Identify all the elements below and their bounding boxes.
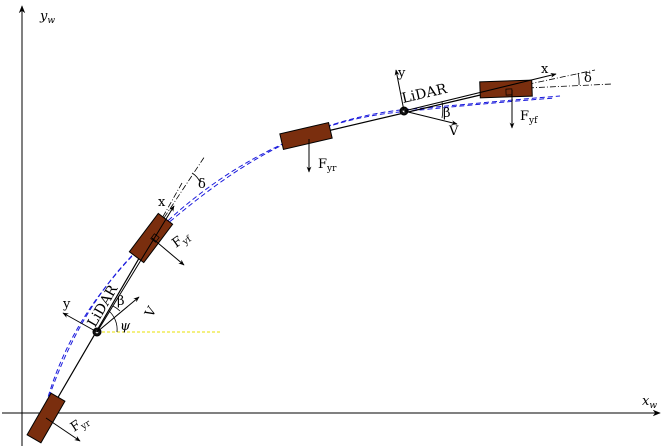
x-world-label: xw bbox=[642, 394, 657, 411]
left-psi-arc bbox=[108, 310, 118, 333]
right-steering-line bbox=[505, 83, 613, 90]
left-heading-extension bbox=[151, 182, 183, 237]
right-delta-label: δ bbox=[584, 71, 592, 86]
right-delta-arc bbox=[577, 72, 580, 86]
left-local-x-axis bbox=[96, 205, 175, 333]
right-rear-tire bbox=[279, 121, 333, 151]
right-local-y-axis bbox=[394, 69, 405, 112]
trajectory-path-2 bbox=[43, 95, 561, 413]
left-fyr-label: Fyr bbox=[68, 412, 93, 437]
left-local-x-label: x bbox=[158, 195, 166, 210]
right-fyr-label: Fyr bbox=[318, 157, 337, 174]
left-velocity-label: V bbox=[142, 304, 160, 321]
left-beta-label: β bbox=[117, 294, 125, 309]
left-delta-label: δ bbox=[198, 177, 206, 192]
right-local-x-label: x bbox=[541, 62, 549, 77]
left-delta-arc bbox=[191, 172, 201, 183]
right-velocity-label: V bbox=[448, 124, 459, 139]
left-vehicle-body bbox=[45, 235, 153, 419]
y-world-label: yw bbox=[39, 9, 55, 26]
trajectory-path bbox=[43, 97, 556, 413]
left-velocity-arrow bbox=[96, 296, 140, 333]
right-local-y-label: y bbox=[397, 66, 406, 81]
right-lidar-label: LiDAR bbox=[400, 81, 449, 107]
left-fyf-label: Fyf bbox=[170, 228, 195, 252]
left-local-y-axis bbox=[62, 312, 98, 333]
right-beta-label: β bbox=[443, 106, 451, 121]
right-velocity-arrow bbox=[403, 110, 458, 126]
right-fyf-label: Fyf bbox=[520, 109, 538, 126]
right-beta-arc bbox=[441, 101, 444, 119]
left-fyf-arrow bbox=[151, 237, 185, 266]
left-fyr-arrow bbox=[45, 417, 81, 442]
right-local-x-axis bbox=[403, 72, 557, 112]
left-psi-label: ψ bbox=[120, 319, 131, 334]
left-beta-arc bbox=[112, 305, 121, 312]
left-local-y-label: y bbox=[62, 297, 71, 312]
